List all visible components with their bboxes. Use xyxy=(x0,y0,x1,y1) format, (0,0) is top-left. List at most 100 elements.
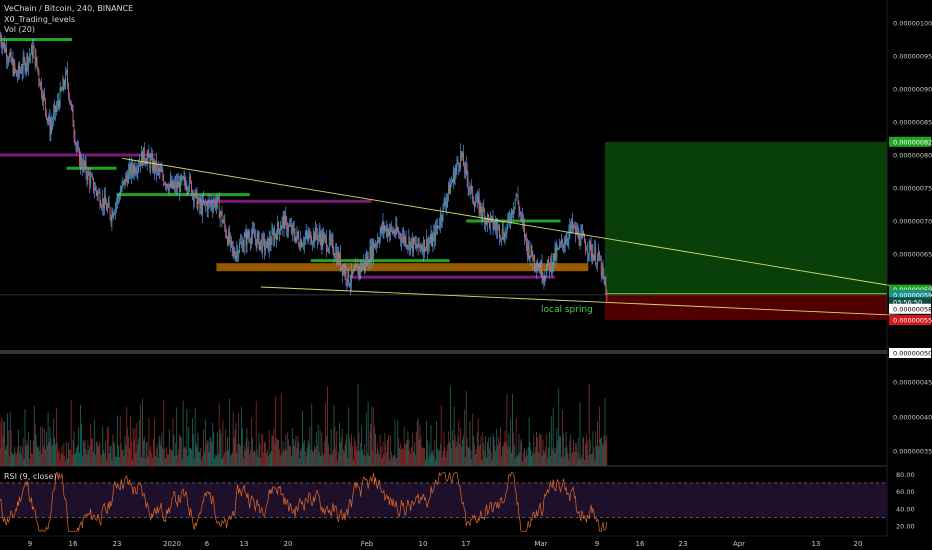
volume-bar xyxy=(56,442,58,466)
volume-bar xyxy=(388,435,389,466)
candle xyxy=(417,238,419,248)
candle xyxy=(472,187,474,201)
candle xyxy=(223,220,225,222)
candle xyxy=(108,202,110,209)
candle xyxy=(384,228,386,231)
volume-bar xyxy=(556,427,558,466)
candle xyxy=(504,232,506,242)
volume-bar xyxy=(354,441,356,466)
candle xyxy=(233,250,235,256)
price-tag-target-bg xyxy=(889,136,931,147)
volume-bar xyxy=(391,458,393,466)
candle xyxy=(573,225,575,227)
volume-bar xyxy=(271,434,273,466)
candle xyxy=(584,235,586,243)
volume-bar xyxy=(135,452,137,466)
trendline-upper[interactable] xyxy=(122,157,900,288)
volume-bar xyxy=(48,442,50,466)
volume-bar xyxy=(86,454,88,466)
trendline-lower[interactable] xyxy=(260,286,900,316)
indicator-trading-levels[interactable]: X0_Trading_levels xyxy=(4,14,76,24)
volume-bar xyxy=(283,450,285,466)
volume-bar xyxy=(460,428,462,466)
volume-bar xyxy=(497,444,499,466)
volume-bar xyxy=(494,445,496,466)
price-tag-base: 0.00000050 xyxy=(893,350,932,358)
volume-bar xyxy=(573,439,574,466)
volume-bar xyxy=(261,433,263,466)
candle xyxy=(288,225,290,231)
candle xyxy=(46,118,48,119)
candle xyxy=(214,199,216,204)
candle xyxy=(83,161,85,167)
volume-bar xyxy=(159,438,161,466)
candle xyxy=(296,231,298,237)
volume-bar xyxy=(155,448,157,466)
candle xyxy=(151,155,153,159)
volume-bar xyxy=(310,449,312,466)
candle xyxy=(165,183,167,187)
volume-bar xyxy=(28,432,30,466)
volume-bar xyxy=(223,455,225,466)
candle xyxy=(107,202,109,207)
volume-bar xyxy=(314,445,315,466)
volume-bar xyxy=(483,442,485,466)
candle xyxy=(328,236,330,249)
indicator-volume[interactable]: Vol (20) xyxy=(4,25,35,34)
candle xyxy=(64,86,66,88)
volume-bar xyxy=(496,428,498,466)
volume-bar xyxy=(139,420,141,466)
candle xyxy=(171,180,173,187)
candle xyxy=(498,225,500,227)
candle xyxy=(281,219,283,228)
volume-bar xyxy=(433,455,435,466)
candle xyxy=(564,244,566,245)
candle xyxy=(439,214,441,226)
volume-bar xyxy=(211,441,213,466)
candle xyxy=(317,235,319,241)
candle xyxy=(114,212,116,214)
candle xyxy=(25,66,27,71)
volume-bar xyxy=(216,432,218,466)
candle xyxy=(42,95,43,102)
time-axis[interactable]: 9 16 23 2020 6 13 20 Feb 10 17 Mar 9 16 23 Apr 13 20 xyxy=(0,535,887,548)
volume-bar xyxy=(342,449,344,466)
candle xyxy=(21,70,23,73)
candle xyxy=(528,244,530,259)
candle xyxy=(540,262,542,274)
candle xyxy=(416,247,418,249)
volume-bar xyxy=(338,451,339,466)
candle xyxy=(507,215,509,225)
volume-bar xyxy=(19,445,21,466)
candle xyxy=(355,265,357,267)
volume-bar xyxy=(405,443,407,466)
volume-bar xyxy=(466,438,468,466)
candle xyxy=(465,163,467,169)
volume-bar xyxy=(575,443,577,466)
candle xyxy=(581,231,583,234)
volume-bar xyxy=(129,416,131,466)
candle xyxy=(433,231,435,238)
symbol-title[interactable]: VeChain / Bitcoin, 240, BINANCE xyxy=(4,4,134,13)
candle xyxy=(75,143,77,145)
volume-bar xyxy=(163,399,165,466)
volume-bar xyxy=(557,440,559,466)
volume-bar xyxy=(344,444,346,466)
volume-bar xyxy=(424,448,426,466)
candle xyxy=(374,243,376,248)
indicator-rsi[interactable]: RSI (9, close) xyxy=(4,472,57,481)
volume-bar xyxy=(1,416,3,466)
candle xyxy=(438,225,440,228)
volume-bar xyxy=(189,448,191,466)
volume-bar xyxy=(237,444,239,466)
volume-bar xyxy=(572,451,574,466)
volume-bar xyxy=(307,439,309,466)
candle xyxy=(283,215,285,229)
volume-bar xyxy=(506,393,508,466)
candle xyxy=(226,235,228,238)
price-pane[interactable] xyxy=(0,31,900,354)
candle xyxy=(50,125,52,136)
candle xyxy=(534,255,536,266)
candle xyxy=(238,251,240,257)
